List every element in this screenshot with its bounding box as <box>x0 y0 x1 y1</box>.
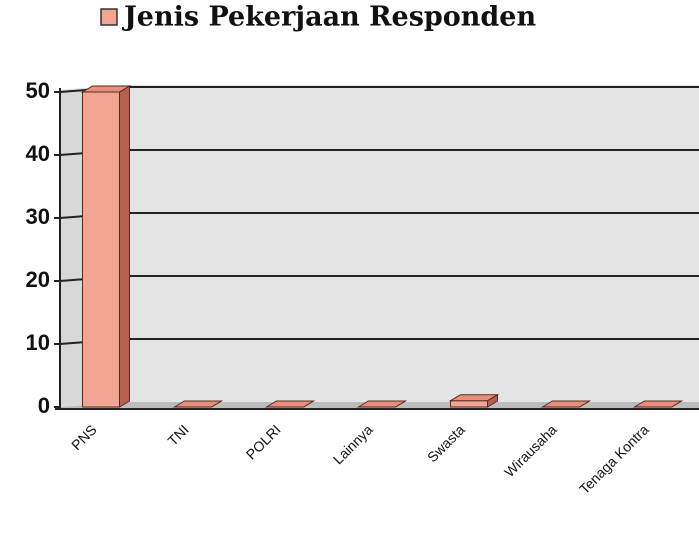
bar-top <box>264 400 316 408</box>
x-tick-label: TNI <box>164 421 191 448</box>
legend-label: Jenis Pekerjaan Responden <box>122 2 536 33</box>
legend-swatch <box>100 8 118 26</box>
back-wall <box>125 85 699 402</box>
bar-top <box>172 400 224 408</box>
bar-side <box>119 85 130 408</box>
x-tick-label: PNS <box>68 421 100 453</box>
bar <box>82 91 120 408</box>
x-tick-label: Lainnya <box>330 421 376 467</box>
y-tick-label: 10 <box>26 330 50 355</box>
y-tick-label: 40 <box>26 141 50 166</box>
x-tick-label: Tenaga Kontra <box>576 421 652 497</box>
bar-top <box>80 85 132 93</box>
x-tick-label: Wirausaha <box>501 421 560 480</box>
bar-top <box>632 400 684 408</box>
y-tick-label: 20 <box>26 267 50 292</box>
x-tick-label: POLRI <box>243 421 284 462</box>
bar-top <box>540 400 592 408</box>
bar-top <box>448 394 500 402</box>
y-tick-label: 50 <box>26 78 50 103</box>
y-tick-label: 0 <box>38 393 50 418</box>
bar <box>450 400 488 408</box>
x-tick-label: Swasta <box>424 421 468 465</box>
bar-top <box>356 400 408 408</box>
y-tick-label: 30 <box>26 204 50 229</box>
